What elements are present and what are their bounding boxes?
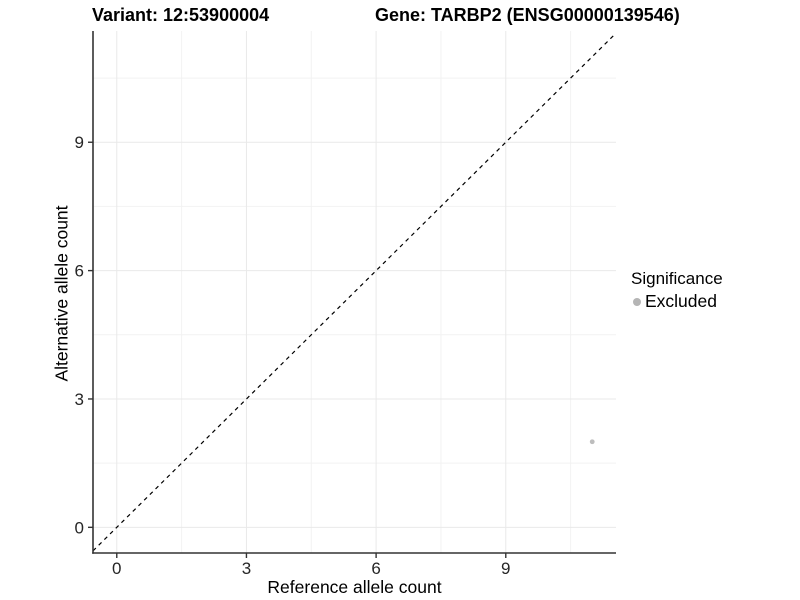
x-tick-label: 9 (501, 559, 510, 578)
y-tick-label: 6 (75, 262, 84, 281)
gridlines-minor (93, 31, 616, 553)
y-axis-title: Alternative allele count (51, 205, 72, 382)
x-tick-label: 3 (242, 559, 251, 578)
x-tick-label: 6 (371, 559, 380, 578)
legend-item-label: Excluded (645, 291, 717, 311)
axis-lines (92, 31, 616, 554)
legend: Significance Excluded (631, 269, 723, 312)
gridlines-major (93, 31, 616, 553)
legend-point-icon (633, 297, 641, 306)
x-axis-title: Reference allele count (267, 577, 442, 597)
x-tick-label: 0 (112, 559, 121, 578)
legend-item-excluded: Excluded (631, 291, 723, 312)
tick-labels: 0 3 6 9 0 3 6 9 (75, 133, 511, 578)
plot-title-variant: Variant: 12:53900004 (92, 5, 270, 25)
legend-title: Significance (631, 269, 723, 288)
y-tick-label: 9 (75, 133, 84, 152)
data-points (589, 439, 595, 445)
y-tick-label: 3 (75, 390, 84, 409)
plot-title-gene: Gene: TARBP2 (ENSG00000139546) (375, 5, 680, 25)
data-point (589, 439, 595, 445)
identity-reference-line (92, 32, 617, 552)
axis-ticks (88, 141, 507, 558)
y-tick-label: 0 (75, 518, 84, 537)
